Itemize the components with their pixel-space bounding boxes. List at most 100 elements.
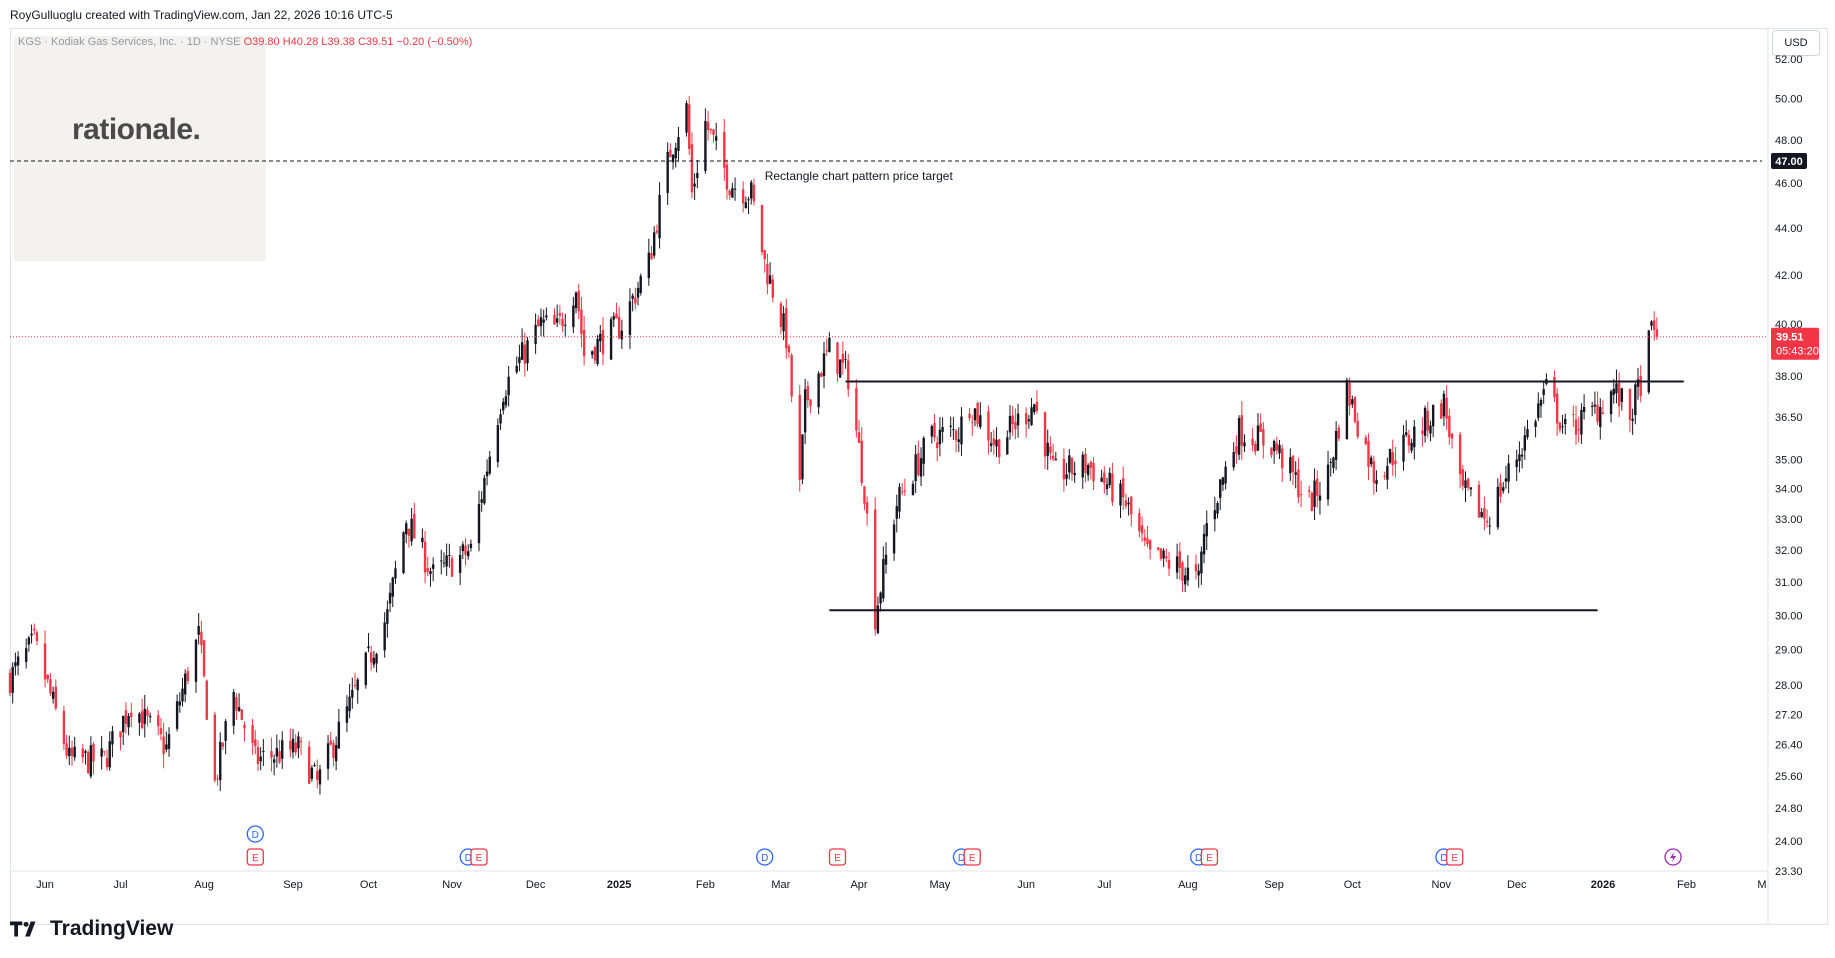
candle-body	[582, 329, 586, 357]
earnings-marker[interactable]	[246, 848, 264, 866]
candle-body	[299, 741, 303, 743]
candle-body	[987, 411, 990, 441]
candle-body	[1297, 469, 1300, 498]
candle-body	[1272, 440, 1276, 452]
bar-countdown-label: 05:43:20	[1776, 346, 1819, 358]
current-price-label: 39.51	[1776, 332, 1804, 344]
candle-body	[1448, 415, 1451, 438]
symbol-legend[interactable]: KGS · Kodiak Gas Services, Inc. · 1D · N…	[18, 36, 472, 48]
earnings-marker[interactable]	[963, 848, 981, 866]
candle-body	[162, 736, 165, 755]
candle-body	[1043, 412, 1047, 457]
candle-body	[1084, 453, 1087, 473]
candle-body	[688, 104, 691, 149]
candle-body	[181, 688, 184, 702]
candle-body	[1480, 512, 1483, 518]
candle-body	[564, 324, 567, 326]
candle-body	[103, 751, 106, 753]
candle-body	[1504, 478, 1508, 482]
time-axis-label: Feb	[696, 879, 715, 891]
candle-body	[1507, 463, 1510, 482]
candle-body	[496, 425, 500, 463]
candle-body	[771, 279, 774, 298]
earnings-marker[interactable]	[828, 848, 847, 866]
candle-body	[1372, 461, 1376, 483]
candle-body	[1334, 431, 1338, 460]
earnings-marker-label: E	[1451, 853, 1458, 864]
candle-body	[1445, 397, 1448, 419]
candle-body	[1051, 455, 1055, 460]
candle-body	[1219, 479, 1222, 498]
currency-selector[interactable]: USD	[1772, 30, 1820, 56]
earnings-marker[interactable]	[1200, 848, 1219, 866]
candle-body	[1221, 477, 1225, 485]
time-axis-label: Sep	[1264, 879, 1284, 891]
candle-body	[1081, 454, 1084, 478]
candle-body	[844, 358, 847, 360]
candle-body	[674, 147, 677, 159]
candle-body	[65, 743, 68, 756]
candle-body	[822, 353, 826, 377]
candle-body	[1216, 503, 1219, 514]
candle-body	[1458, 434, 1462, 475]
candle-body	[876, 605, 880, 634]
candle-body	[391, 577, 394, 597]
candle-body	[706, 121, 710, 131]
candle-body	[591, 351, 594, 355]
candle-body	[752, 184, 756, 202]
candle-body	[297, 736, 300, 749]
candle-body	[728, 190, 731, 196]
time-axis-label: Sep	[283, 879, 303, 891]
earnings-marker[interactable]	[1446, 848, 1464, 866]
candle-body	[1450, 433, 1454, 439]
candle-body	[488, 456, 491, 474]
candle-body	[270, 751, 273, 758]
candle-body	[256, 747, 260, 764]
candle-body	[1294, 472, 1297, 475]
price-axis-label: 36.50	[1775, 412, 1803, 424]
time-axis-label: May	[930, 879, 951, 891]
time-axis-label: Nov	[1431, 879, 1451, 891]
time-axis-label: Feb	[1677, 879, 1696, 891]
candle-body	[1386, 465, 1389, 480]
candle-body	[1014, 421, 1017, 430]
candle-body	[766, 263, 769, 285]
candle-body	[364, 652, 367, 685]
candle-body	[30, 633, 33, 636]
candle-body	[523, 344, 527, 364]
candle-body	[353, 684, 357, 687]
candle-body	[537, 319, 540, 327]
candle-body	[464, 545, 467, 555]
candle-body	[33, 628, 36, 631]
candle-body	[601, 329, 605, 355]
price-axis-label: 50.00	[1775, 93, 1803, 105]
dividend-marker-label: D	[252, 830, 259, 841]
candle-body	[35, 632, 39, 642]
earnings-marker[interactable]	[470, 848, 488, 866]
candle-body	[952, 429, 955, 431]
dividend-marker[interactable]	[246, 825, 264, 843]
candle-body	[232, 692, 235, 726]
candle-body	[836, 342, 839, 374]
candle-body	[1526, 428, 1529, 438]
watermark-logo: rationale.	[72, 113, 201, 146]
candle-body	[1062, 458, 1066, 480]
candle-body	[289, 740, 292, 750]
candle-body	[1100, 477, 1103, 482]
dividend-marker[interactable]	[756, 848, 774, 866]
candle-body	[855, 388, 858, 431]
candle-body	[555, 318, 559, 323]
candle-body	[1461, 469, 1465, 486]
candle-body	[1291, 455, 1295, 473]
candle-body	[992, 438, 996, 445]
candle-body	[1440, 403, 1443, 419]
candle-body	[1086, 464, 1090, 476]
candle-body	[1574, 419, 1578, 435]
candle-body	[81, 748, 84, 758]
candle-body	[1558, 422, 1562, 430]
candle-body	[723, 131, 726, 168]
candle-body	[394, 568, 397, 579]
candle-body	[502, 401, 505, 411]
candle-body	[1367, 440, 1370, 467]
